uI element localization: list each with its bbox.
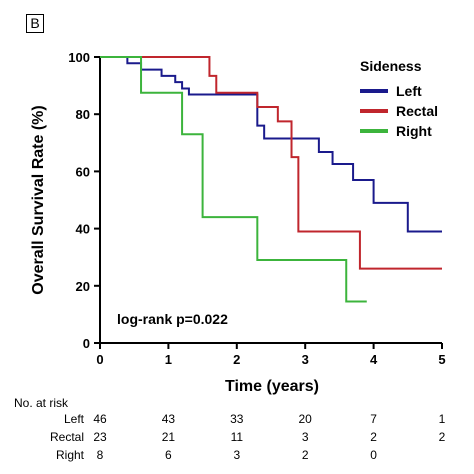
risk-cell: 43 <box>161 412 176 426</box>
risk-cell: 46 <box>93 412 107 426</box>
risk-cell: 20 <box>298 412 312 426</box>
x-tick-label: 4 <box>370 352 378 367</box>
risk-cell: 6 <box>165 448 172 462</box>
y-tick-label: 100 <box>68 50 90 65</box>
risk-cell: 3 <box>301 430 309 444</box>
x-axis-label: Time (years) <box>225 378 319 395</box>
risk-cell: 8 <box>96 448 104 462</box>
logrank-annotation: log-rank p=0.022 <box>117 311 228 327</box>
risk-cell: 7 <box>370 412 377 426</box>
risk-cell: 2 <box>438 430 446 444</box>
risk-cell: 0 <box>370 448 377 462</box>
x-tick-label: 3 <box>302 352 309 367</box>
y-axis-label: Overall Survival Rate (%) <box>30 105 47 294</box>
legend-label-rectal: Rectal <box>396 103 438 119</box>
y-tick-label: 40 <box>76 222 90 237</box>
risk-cell: 2 <box>370 430 377 444</box>
risk-row-left: Left 46 43 33 20 7 1 <box>0 412 474 428</box>
x-tick-label: 0 <box>96 352 103 367</box>
panel-label: B <box>26 14 44 33</box>
legend: Sideness Left Rectal Right <box>360 58 438 139</box>
y-tick-label: 80 <box>76 107 90 122</box>
risk-table-title: No. at risk <box>14 396 69 410</box>
y-tick-label: 0 <box>83 336 90 351</box>
risk-row-label: Rectal <box>49 430 84 444</box>
risk-row-label: Right <box>55 448 84 462</box>
survival-curve-rectal <box>100 56 442 270</box>
survival-chart: 0 20 40 60 80 100 0 1 2 3 4 5 Sideness Left Rectal Rig… <box>30 50 446 395</box>
risk-cell: 1 <box>438 412 446 426</box>
risk-cell: 3 <box>233 448 241 462</box>
risk-cell: 11 <box>230 430 244 444</box>
x-tick-label: 5 <box>438 352 445 367</box>
risk-cell: 23 <box>93 430 107 444</box>
risk-cell: 33 <box>230 412 244 426</box>
survival-curves <box>100 56 442 303</box>
survival-curve-left <box>100 56 442 233</box>
legend-label-right: Right <box>396 123 432 139</box>
legend-title: Sideness <box>360 58 422 74</box>
x-tick-label: 2 <box>233 352 240 367</box>
y-tick-label: 20 <box>76 279 90 294</box>
risk-cell: 21 <box>161 430 176 444</box>
risk-row-right: Right 8 6 3 2 0 <box>0 448 474 464</box>
risk-row-rectal: Rectal 23 21 11 3 2 2 <box>0 430 474 446</box>
risk-cell: 2 <box>301 448 309 462</box>
legend-label-left: Left <box>396 83 422 99</box>
y-tick-label: 60 <box>76 164 90 179</box>
risk-row-label: Left <box>63 412 84 426</box>
x-tick-label: 1 <box>165 352 172 367</box>
survival-curve-right <box>100 56 367 303</box>
axes: 0 20 40 60 80 100 0 1 2 3 4 5 <box>68 50 445 367</box>
